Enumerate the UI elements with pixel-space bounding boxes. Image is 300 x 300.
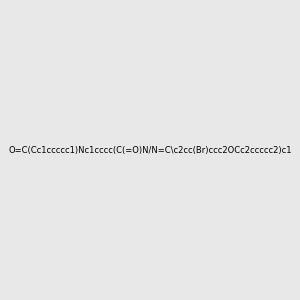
- Text: O=C(Cc1ccccc1)Nc1cccc(C(=O)N/N=C\c2cc(Br)ccc2OCc2ccccc2)c1: O=C(Cc1ccccc1)Nc1cccc(C(=O)N/N=C\c2cc(Br…: [8, 146, 292, 154]
